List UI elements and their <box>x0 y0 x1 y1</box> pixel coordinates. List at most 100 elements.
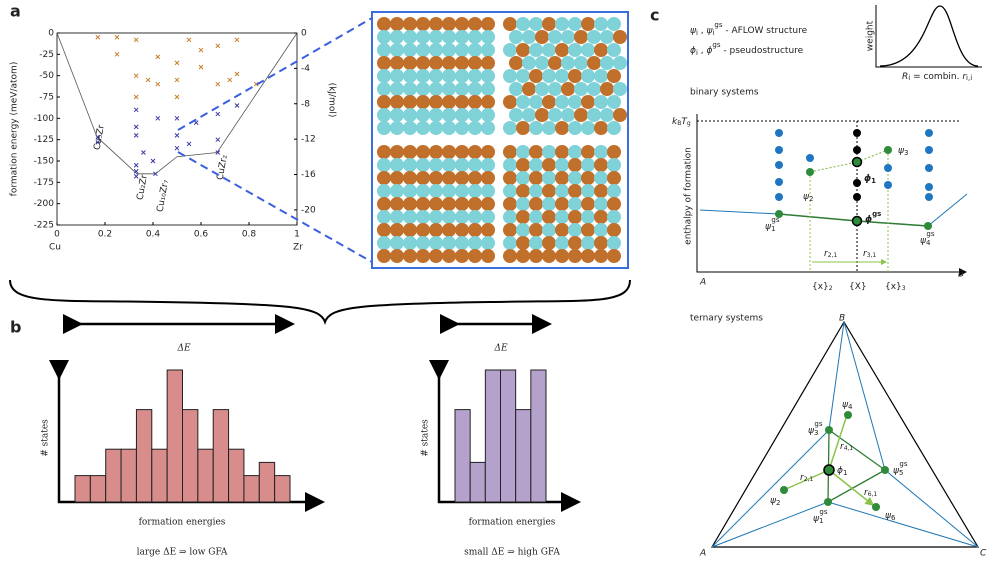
atom <box>607 171 621 185</box>
dot <box>775 178 783 186</box>
y-tick-label: -125 <box>34 135 54 145</box>
atom <box>468 210 482 224</box>
atom <box>468 30 482 44</box>
atom <box>455 197 469 211</box>
dot <box>853 193 861 201</box>
dot <box>823 464 835 476</box>
atom <box>522 30 536 44</box>
atom <box>442 171 456 185</box>
atom <box>429 69 443 83</box>
cross <box>234 37 240 43</box>
atom <box>594 158 608 172</box>
atom <box>600 30 614 44</box>
atom <box>542 249 556 263</box>
atom <box>555 43 569 57</box>
text-part: ϕ <box>837 466 843 476</box>
dot <box>775 129 783 137</box>
atom <box>581 249 595 263</box>
atom <box>613 56 627 70</box>
atom <box>568 236 582 250</box>
atom <box>377 158 391 172</box>
atom <box>594 184 608 198</box>
atom <box>535 82 549 96</box>
text-part: ψ <box>808 426 815 436</box>
structure <box>503 145 621 263</box>
text-part: 1 <box>843 469 847 477</box>
atom <box>568 43 582 57</box>
cross <box>174 94 180 100</box>
atom <box>503 184 517 198</box>
y2-tick-label: 0 <box>301 29 307 39</box>
atom <box>594 223 608 237</box>
atom <box>503 43 517 57</box>
atom <box>529 43 543 57</box>
atom <box>613 30 627 44</box>
atom <box>377 184 391 198</box>
atom <box>429 82 443 96</box>
atom <box>516 69 530 83</box>
bar <box>166 369 183 503</box>
atom <box>529 223 543 237</box>
atom <box>613 108 627 122</box>
bar <box>74 475 91 503</box>
atom <box>516 43 530 57</box>
hull <box>56 32 298 175</box>
atom <box>503 210 517 224</box>
atom <box>442 17 456 31</box>
phase-label: CuZr₂ <box>216 154 230 181</box>
cross <box>186 141 192 147</box>
atom <box>416 184 430 198</box>
bar <box>500 369 517 503</box>
atom <box>455 121 469 135</box>
text-part: gs <box>819 508 827 516</box>
y2-tick-label: -8 <box>301 99 310 109</box>
dot <box>824 498 832 506</box>
atom <box>377 249 391 263</box>
atom <box>390 223 404 237</box>
atom <box>390 17 404 31</box>
atom <box>481 69 495 83</box>
y2-tick-label: -4 <box>301 64 310 74</box>
y-tick-label: -50 <box>39 71 54 81</box>
dot <box>851 215 863 227</box>
atom <box>429 145 443 159</box>
atom <box>594 197 608 211</box>
atom <box>377 17 391 31</box>
atom <box>455 223 469 237</box>
atom <box>468 171 482 185</box>
atom <box>503 249 517 263</box>
atom <box>555 210 569 224</box>
y2-tick-label: -16 <box>301 170 316 180</box>
atom <box>555 158 569 172</box>
atom <box>390 108 404 122</box>
y2-tick-label: -12 <box>301 135 316 145</box>
atom <box>442 69 456 83</box>
atom <box>607 249 621 263</box>
atom <box>377 43 391 57</box>
dot <box>884 146 892 154</box>
atom <box>542 17 556 31</box>
cross <box>153 171 158 177</box>
atom <box>455 17 469 31</box>
atom <box>429 171 443 185</box>
atom <box>542 121 556 135</box>
cross <box>133 73 139 79</box>
atom <box>607 158 621 172</box>
atom <box>377 82 391 96</box>
dot <box>925 193 933 201</box>
bar <box>243 475 260 503</box>
y-tick-label: -25 <box>39 50 54 60</box>
dot <box>925 146 933 154</box>
cross <box>133 174 139 179</box>
atom <box>594 236 608 250</box>
cross <box>133 94 139 100</box>
atom <box>481 236 495 250</box>
cross <box>174 133 180 138</box>
atom <box>581 197 595 211</box>
atom <box>377 95 391 109</box>
point-label: ψ2 <box>770 496 780 508</box>
atom <box>455 236 469 250</box>
atom <box>455 95 469 109</box>
atom <box>481 197 495 211</box>
atom <box>581 95 595 109</box>
